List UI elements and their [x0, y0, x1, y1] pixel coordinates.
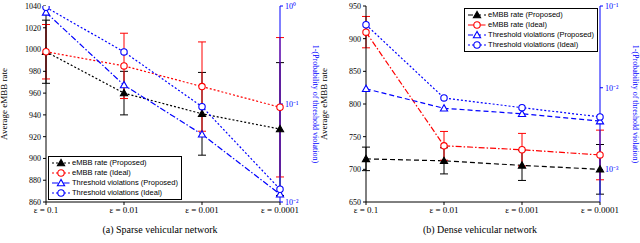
html-text:Threshold violations (Proposed: Threshold violations (Proposed) — [72, 178, 178, 187]
svg-text:980: 980 — [29, 67, 41, 76]
svg-text:850: 850 — [349, 67, 361, 76]
html-text:Threshold violations (Proposed: Threshold violations (Proposed) — [488, 30, 594, 39]
svg-text:1040: 1040 — [25, 2, 41, 11]
svg-text:ε = 0.0001: ε = 0.0001 — [581, 205, 619, 215]
svg-text:10⁻²: 10⁻² — [605, 84, 619, 93]
svg-text:ε = 0.01: ε = 0.01 — [109, 205, 138, 215]
svg-text:900: 900 — [29, 154, 41, 163]
svg-text:960: 960 — [29, 89, 41, 98]
svg-text:10⁻¹: 10⁻¹ — [285, 100, 299, 109]
svg-text:650: 650 — [349, 198, 361, 207]
svg-text:700: 700 — [349, 165, 361, 174]
html-text:Threshold violations (Ideal): Threshold violations (Ideal) — [488, 40, 579, 49]
svg-text:10⁻¹: 10⁻¹ — [605, 2, 619, 11]
svg-text:880: 880 — [29, 176, 41, 185]
svg-text:10⁻³: 10⁻³ — [605, 165, 619, 174]
html-text:eMBB rate (Ideal): eMBB rate (Ideal) — [72, 168, 131, 177]
svg-text:1000: 1000 — [25, 45, 41, 54]
svg-text:Average eMBB rate: Average eMBB rate — [320, 68, 329, 140]
svg-text:ε = 0.1: ε = 0.1 — [354, 205, 379, 215]
svg-text:950: 950 — [349, 2, 361, 11]
html-text:eMBB rate (Proposed): eMBB rate (Proposed) — [72, 158, 147, 167]
html-text:(b) Dense vehicular network: (b) Dense vehicular network — [422, 224, 538, 235]
svg-text:1-(Probability of threshold vi: 1-(Probability of threshold violation) — [311, 45, 320, 164]
svg-text:ε = 0.01: ε = 0.01 — [429, 205, 458, 215]
svg-text:ε = 0.0001: ε = 0.0001 — [261, 205, 299, 215]
svg-text:800: 800 — [349, 100, 361, 109]
svg-text:940: 940 — [29, 111, 41, 120]
svg-text:ε = 0.1: ε = 0.1 — [34, 205, 59, 215]
svg-text:ε = 0.001: ε = 0.001 — [505, 205, 539, 215]
html-text:eMBB rate (Ideal): eMBB rate (Ideal) — [488, 20, 547, 29]
svg-text:750: 750 — [349, 133, 361, 142]
svg-text:10⁰: 10⁰ — [285, 2, 296, 11]
svg-text:1020: 1020 — [25, 24, 41, 33]
html-text:eMBB rate (Proposed): eMBB rate (Proposed) — [488, 10, 563, 19]
svg-text:10⁻²: 10⁻² — [285, 198, 299, 207]
svg-text:860: 860 — [29, 198, 41, 207]
svg-text:900: 900 — [349, 35, 361, 44]
svg-text:1-(Probability of threshold vi: 1-(Probability of threshold violation) — [631, 45, 632, 164]
svg-text:Average eMBB rate: Average eMBB rate — [8, 68, 9, 140]
svg-text:920: 920 — [29, 133, 41, 142]
svg-text:ε = 0.001: ε = 0.001 — [185, 205, 219, 215]
html-text:Threshold violations (Ideal): Threshold violations (Ideal) — [72, 188, 162, 197]
html-text:(a) Sparse vehicular network: (a) Sparse vehicular network — [102, 224, 218, 235]
